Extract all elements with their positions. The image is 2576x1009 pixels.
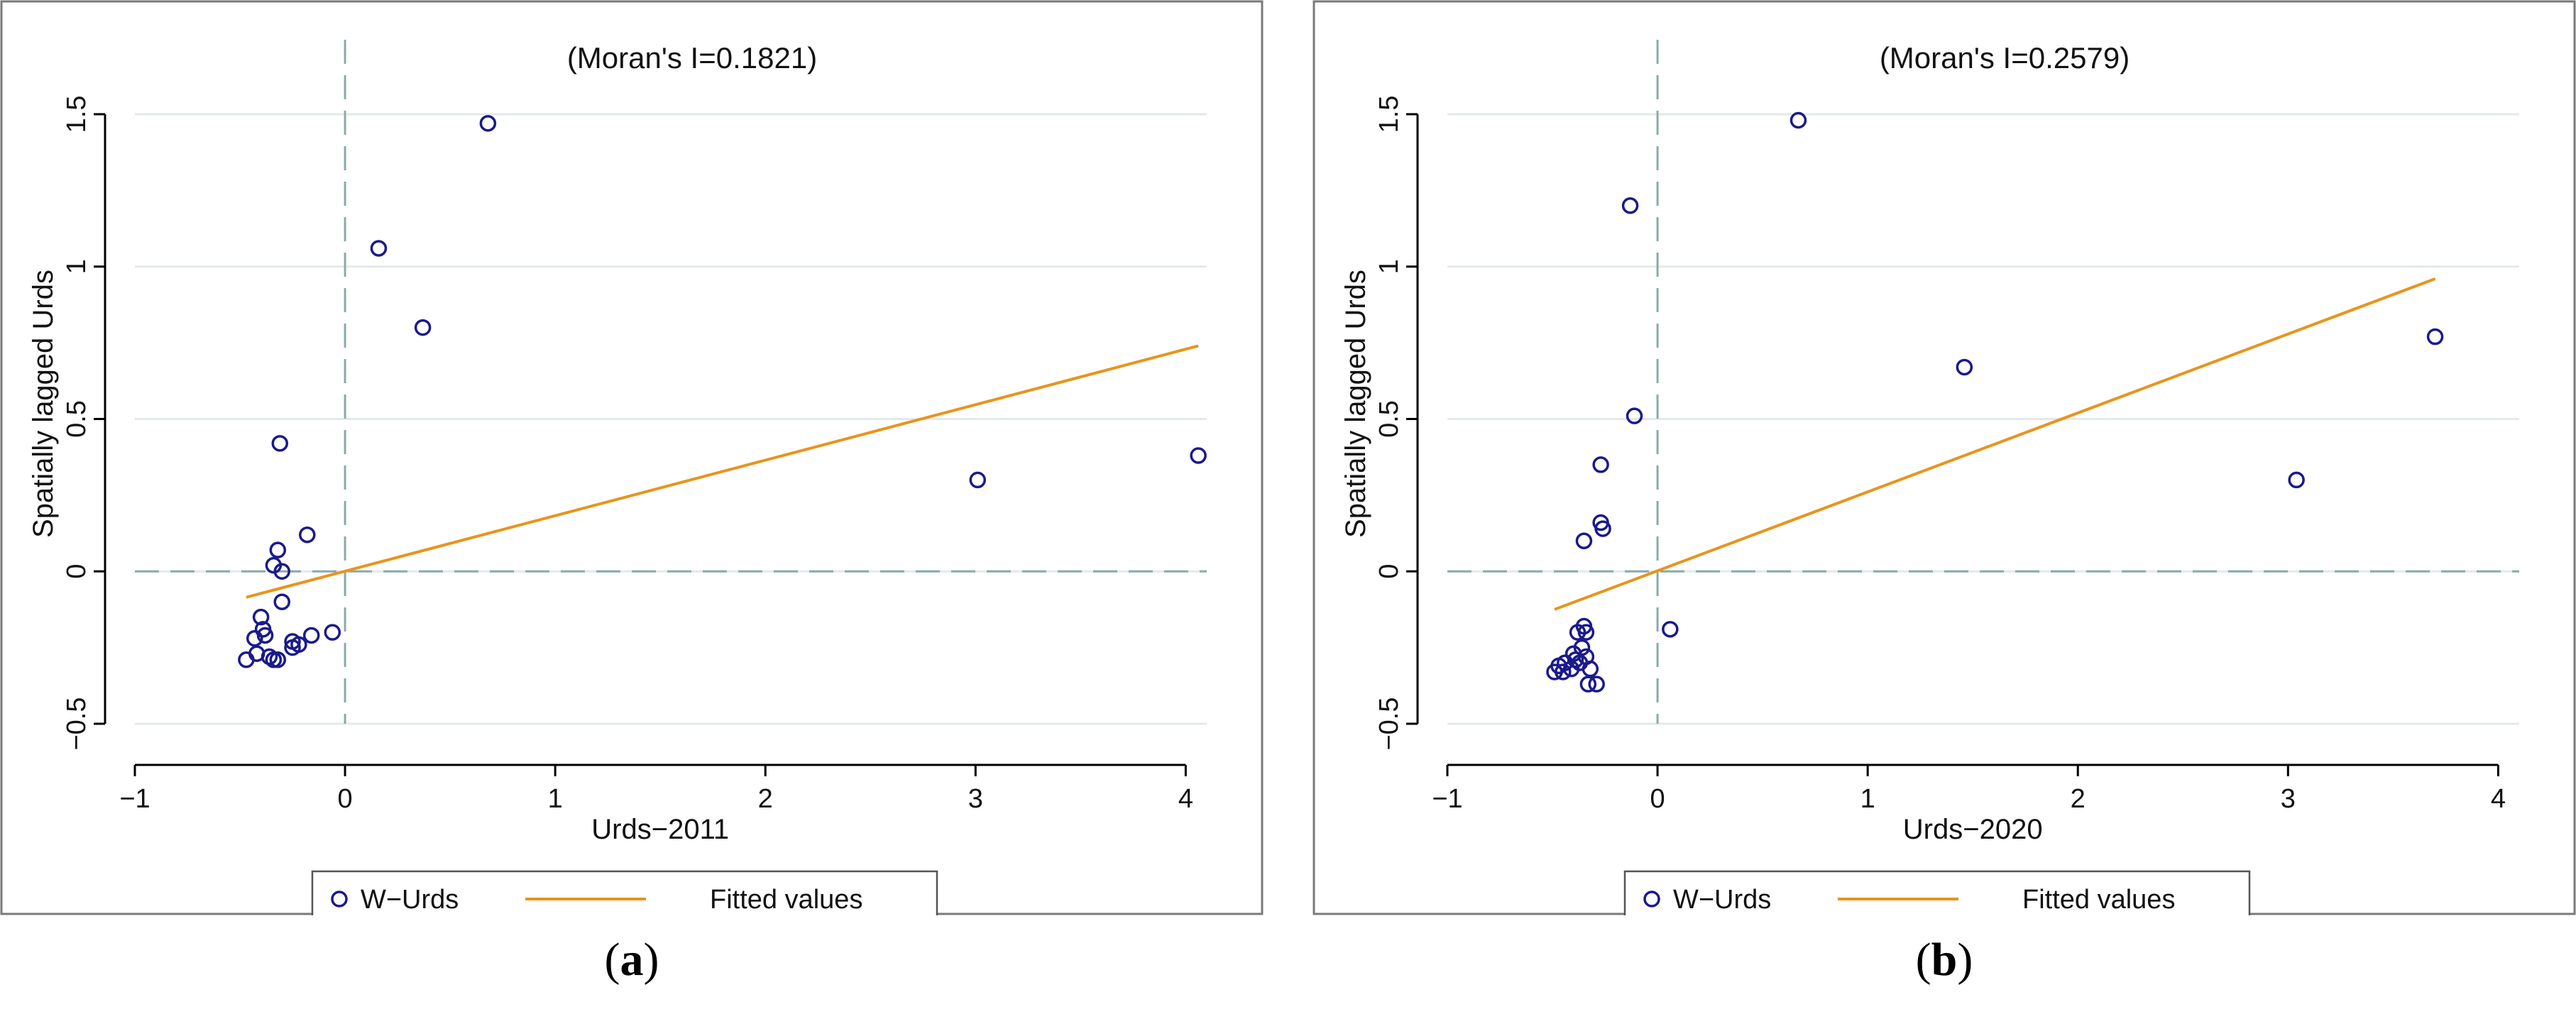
legend-marker-points	[1643, 891, 1660, 908]
data-point	[271, 435, 289, 452]
x-tick-label: 3	[968, 784, 983, 814]
legend-label-fit: Fitted values	[2022, 885, 2175, 915]
y-tick-label: −0.5	[1374, 697, 1404, 750]
y-tick-label: −0.5	[62, 697, 92, 750]
data-point	[370, 240, 388, 257]
x-tick-label: 3	[2281, 784, 2296, 814]
data-point	[273, 563, 291, 580]
x-tick-label: 4	[1178, 784, 1193, 814]
panel-a: −0.5 0 0.5 1 1.5 −1 0 1 2 3 4 Spatially lagged Urds…	[0, 0, 1264, 1009]
y-tick-label: 1	[1374, 259, 1404, 274]
data-point	[1579, 676, 1597, 693]
y-tick-label: 1.5	[62, 96, 92, 133]
data-point	[1577, 624, 1595, 641]
data-point	[1621, 197, 1639, 214]
legend-marker-points	[331, 891, 348, 908]
data-point	[284, 639, 301, 656]
data-point	[2426, 328, 2444, 346]
data-point	[256, 627, 274, 644]
legend-label-points: W−Urds	[1673, 885, 1771, 915]
legend: W−Urds Fitted values	[311, 870, 938, 915]
data-point	[1190, 447, 1207, 464]
y-tick-label: 0	[62, 564, 92, 579]
data-point	[324, 624, 341, 641]
data-point	[252, 608, 270, 626]
data-point	[269, 651, 287, 668]
data-point	[1575, 532, 1593, 550]
chart-title: (Moran's I=0.1821)	[567, 41, 817, 75]
data-point	[299, 526, 316, 544]
y-tick-label: 0.5	[62, 400, 92, 438]
data-point	[238, 651, 255, 668]
y-tick-label: 1	[62, 259, 92, 274]
y-tick-label: 0	[1374, 564, 1404, 579]
caption-b: (b)	[1915, 934, 1973, 986]
chart-a: −0.5 0 0.5 1 1.5 −1 0 1 2 3 4 Spatially lagged Urds…	[0, 0, 1264, 915]
data-point	[1555, 663, 1572, 680]
data-point	[1626, 407, 1643, 424]
fitted-values-line	[246, 344, 1199, 599]
x-tick-label: 2	[2071, 784, 2086, 814]
x-tick-label: 0	[338, 784, 353, 814]
data-point	[1956, 358, 1973, 376]
caption-a: (a)	[604, 934, 659, 986]
x-tick-label: 0	[1650, 784, 1665, 814]
fitted-values-line	[1554, 277, 2436, 611]
panel-b: −0.5 0 0.5 1 1.5 −1 0 1 2 3 4 Spatially lagged Urds…	[1312, 0, 2576, 1009]
data-point	[479, 115, 497, 132]
data-point	[1592, 456, 1609, 473]
chart-b: −0.5 0 0.5 1 1.5 −1 0 1 2 3 4 Spatially lagged Urds…	[1312, 0, 2576, 915]
x-axis-title: Urds−2011	[591, 814, 729, 845]
data-point	[1594, 520, 1611, 537]
x-tick-label: 1	[548, 784, 563, 814]
panel-border	[1312, 0, 2576, 915]
x-tick-label: −1	[119, 784, 150, 814]
x-tick-label: 2	[758, 784, 773, 814]
y-tick-label: 1.5	[1374, 96, 1404, 133]
data-point	[246, 629, 263, 647]
x-axis-title: Urds−2020	[1903, 814, 2043, 845]
data-point	[273, 593, 291, 610]
chart-title: (Moran's I=0.2579)	[1880, 41, 2130, 75]
data-point	[1588, 676, 1605, 693]
legend: W−Urds Fitted values	[1623, 870, 2251, 915]
legend-label-fit: Fitted values	[710, 885, 862, 915]
legend-box	[1623, 870, 2251, 915]
data-point	[1571, 654, 1589, 671]
data-point	[969, 471, 987, 489]
data-point	[414, 319, 432, 336]
y-axis-title: Spatially lagged Urds	[28, 270, 59, 538]
data-point	[269, 541, 287, 558]
y-tick-label: 0.5	[1374, 400, 1404, 438]
y-axis-title: Spatially lagged Urds	[1340, 270, 1371, 538]
data-point	[302, 627, 320, 644]
x-tick-label: −1	[1432, 784, 1462, 814]
data-point	[261, 648, 278, 666]
x-tick-label: 4	[2491, 784, 2506, 814]
x-tick-label: 1	[1860, 784, 1875, 814]
legend-box	[311, 870, 938, 915]
data-point	[1790, 111, 1807, 129]
data-point	[2288, 471, 2305, 489]
data-point	[1546, 663, 1563, 680]
data-point	[1567, 651, 1584, 668]
legend-label-points: W−Urds	[361, 885, 459, 915]
panel-border	[0, 0, 1264, 915]
data-point	[1662, 621, 1679, 638]
